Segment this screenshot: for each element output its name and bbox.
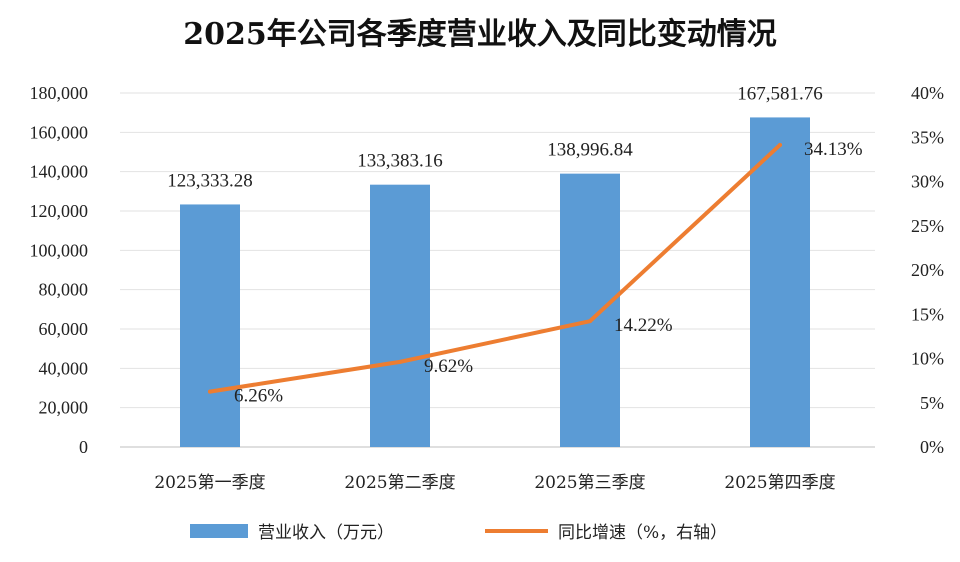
x-axis-category-label: 2025第三季度 — [534, 473, 645, 493]
line-series — [208, 142, 782, 394]
x-axis-categories: 2025第一季度 2025第二季度 2025第三季度 2025第四季度 — [154, 473, 835, 493]
right-axis-tick-label: 0% — [920, 437, 944, 457]
bar-data-label: 123,333.28 — [167, 170, 253, 191]
legend: 营业收入（万元） 同比增速（%，右轴） — [190, 523, 727, 543]
right-axis-tick-label: 35% — [911, 127, 944, 147]
right-axis-tick-label: 20% — [911, 260, 944, 280]
growth-line — [208, 142, 782, 394]
line-data-label: 6.26% — [234, 386, 283, 407]
line-data-label: 9.62% — [424, 356, 473, 377]
left-axis: 0 20,000 40,000 60,000 80,000 100,000 120,000 1… — [30, 83, 89, 457]
left-axis-tick-label: 80,000 — [39, 280, 89, 300]
left-axis-tick-label: 40,000 — [39, 358, 89, 378]
bar — [560, 173, 620, 448]
right-axis-tick-label: 5% — [920, 393, 944, 413]
bar-data-label: 167,581.76 — [737, 83, 823, 104]
bar-data-label: 138,996.84 — [547, 140, 633, 161]
bar-data-label: 133,383.16 — [357, 151, 443, 172]
growth-point — [208, 389, 212, 394]
x-axis-category-label: 2025第二季度 — [344, 473, 455, 493]
right-axis-tick-label: 25% — [911, 216, 944, 236]
right-axis-tick-label: 30% — [911, 172, 944, 192]
legend-label-revenue: 营业收入（万元） — [258, 523, 394, 543]
left-axis-tick-label: 120,000 — [30, 201, 89, 221]
line-data-labels: 6.26% 9.62% 14.22% 34.13% — [234, 139, 863, 407]
legend-label-growth: 同比增速（%，右轴） — [558, 523, 727, 543]
left-axis-tick-label: 0 — [79, 437, 88, 457]
bar — [750, 117, 810, 447]
left-axis-tick-label: 60,000 — [39, 319, 89, 339]
left-axis-tick-label: 140,000 — [30, 162, 89, 182]
legend-swatch-revenue — [190, 524, 248, 538]
right-axis: 0% 5% 10% 15% 20% 25% 30% 35% 40% — [911, 83, 944, 457]
left-axis-tick-label: 180,000 — [30, 83, 89, 103]
bar-data-labels: 123,333.28 133,383.16 138,996.84 167,581.76 — [167, 83, 823, 191]
left-axis-tick-label: 20,000 — [39, 398, 89, 418]
bar — [370, 184, 430, 447]
growth-point — [398, 359, 402, 364]
line-data-label: 14.22% — [614, 315, 673, 336]
gridlines — [120, 92, 875, 448]
x-axis-category-label: 2025第四季度 — [724, 473, 835, 493]
left-axis-tick-label: 160,000 — [30, 122, 89, 142]
right-axis-tick-label: 15% — [911, 304, 944, 324]
growth-point — [588, 319, 592, 324]
right-axis-tick-label: 40% — [911, 83, 944, 103]
growth-point — [778, 142, 782, 147]
bar-series — [180, 117, 810, 448]
chart-title: 2025年公司各季度营业收入及同比变动情况 — [183, 17, 777, 52]
bar — [180, 204, 240, 447]
x-axis-category-label: 2025第一季度 — [154, 473, 265, 493]
left-axis-tick-label: 100,000 — [30, 240, 89, 260]
line-data-label: 34.13% — [804, 139, 863, 160]
right-axis-tick-label: 10% — [911, 349, 944, 369]
